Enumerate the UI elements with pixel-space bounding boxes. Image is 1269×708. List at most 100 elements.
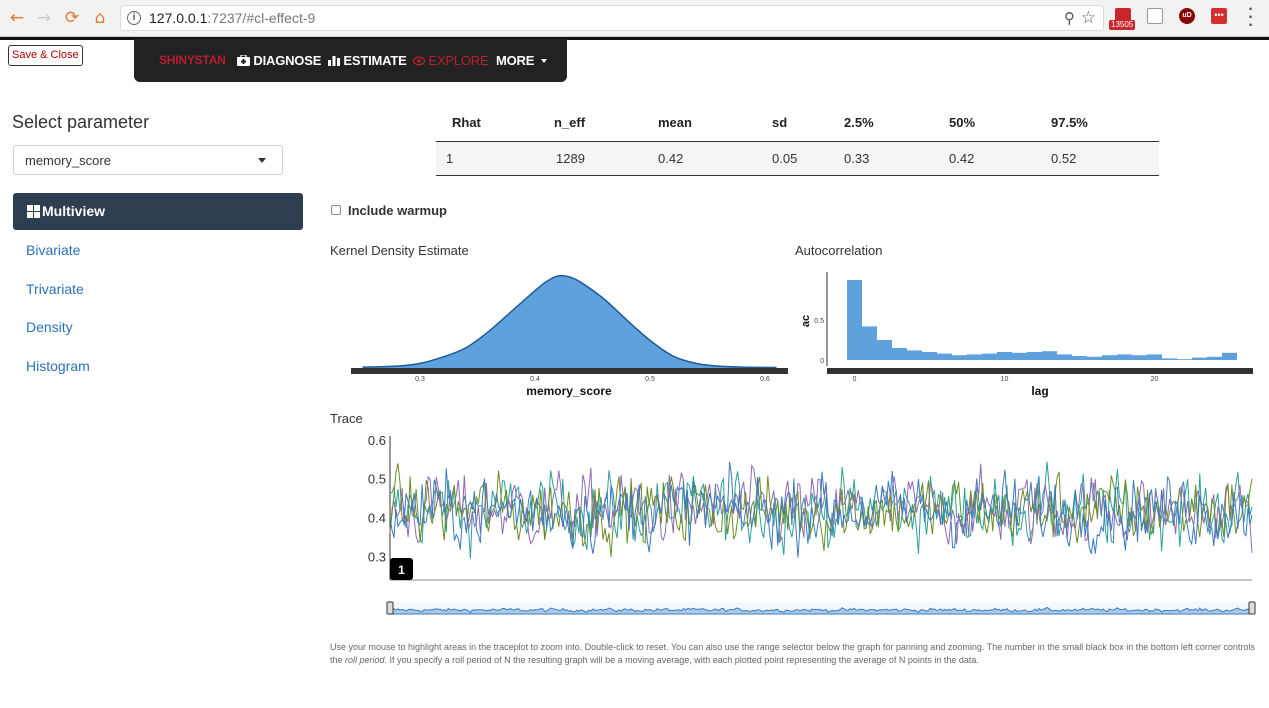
- table-header: n_eff: [554, 105, 658, 142]
- save-close-button[interactable]: Save & Close: [8, 45, 83, 66]
- table-header: 2.5%: [844, 105, 949, 142]
- sidebar-item-trivariate[interactable]: Trivariate: [26, 281, 84, 297]
- mail-count-badge: 13505: [1109, 20, 1136, 30]
- reload-icon[interactable]: ⟳: [64, 8, 80, 28]
- roll-period-value: 1: [398, 563, 405, 577]
- density-x-tick: 0.3: [415, 376, 425, 383]
- ublock-extension-icon[interactable]: uD: [1179, 8, 1195, 24]
- acf-bar: [1117, 354, 1132, 360]
- sidebar-item-label: Multiview: [42, 203, 106, 219]
- table-cell: 0.42: [658, 141, 772, 176]
- site-info-icon[interactable]: i: [127, 11, 141, 25]
- trace-title: Trace: [330, 411, 363, 426]
- table-header: 97.5%: [1051, 105, 1159, 142]
- url-text: 127.0.0.1:7237/#cl-effect-9: [149, 10, 316, 26]
- select-parameter-heading: Select parameter: [12, 112, 150, 132]
- density-x-tick: 0.5: [645, 376, 655, 383]
- acf-bar: [1177, 359, 1192, 360]
- medkit-icon: [237, 54, 250, 66]
- nav-explore-label: EXPLORE: [428, 53, 489, 68]
- address-bar[interactable]: i 127.0.0.1:7237/#cl-effect-9 ⚲ ☆: [120, 5, 1104, 31]
- density-area: [362, 275, 777, 368]
- nav-diagnose[interactable]: DIAGNOSE: [237, 53, 321, 68]
- lastpass-extension-icon[interactable]: •••: [1211, 8, 1227, 24]
- acf-bar: [1072, 356, 1087, 360]
- acf-y-tick: 0.5: [814, 318, 824, 325]
- table-header: mean: [658, 105, 772, 142]
- nav-estimate-label: ESTIMATE: [343, 53, 407, 68]
- browser-toolbar: ← → ⟳ ⌂ i 127.0.0.1:7237/#cl-effect-9 ⚲ …: [0, 0, 1269, 37]
- acf-bar: [922, 352, 937, 360]
- nav-explore[interactable]: EXPLORE: [412, 53, 489, 68]
- acf-x-axis-bar: [827, 368, 1253, 374]
- bookmark-star-icon[interactable]: ☆: [1080, 8, 1096, 27]
- table-header-row: Rhat n_eff mean sd 2.5% 50% 97.5%: [436, 105, 1159, 142]
- acf-bar: [1147, 354, 1162, 360]
- table-cell: 1289: [554, 141, 658, 176]
- table-header: 50%: [949, 105, 1051, 142]
- back-arrow-icon[interactable]: ←: [9, 8, 25, 28]
- sidebar-item-multiview[interactable]: Multiview: [13, 193, 303, 230]
- acf-title: Autocorrelation: [795, 243, 883, 258]
- density-x-axis-bar: [351, 368, 788, 374]
- roll-period-box[interactable]: [390, 558, 413, 580]
- acf-bar: [862, 326, 877, 360]
- table-cell: 1: [436, 141, 554, 176]
- document-extension-icon[interactable]: [1147, 8, 1163, 24]
- acf-chart[interactable]: 0 10 20 0 0.5 ac lag: [797, 268, 1257, 400]
- sidebar-item-bivariate[interactable]: Bivariate: [26, 242, 81, 258]
- acf-bar: [1102, 355, 1117, 360]
- checkbox[interactable]: [331, 205, 341, 215]
- range-selector-series: [389, 606, 1253, 615]
- density-x-tick: 0.4: [530, 376, 540, 383]
- table-cell: 0.33: [844, 141, 949, 176]
- browser-menu-icon[interactable]: · · ·: [1248, 1, 1254, 34]
- help-text-part2: . If you specify a roll period of N the …: [384, 655, 979, 665]
- trace-y-tick: 0.3: [368, 550, 386, 565]
- sidebar-item-density[interactable]: Density: [26, 319, 73, 335]
- acf-x-label: lag: [1031, 384, 1048, 398]
- density-chart[interactable]: 0.3 0.4 0.5 0.6 memory_score: [345, 268, 793, 400]
- trace-chain-line: [389, 461, 1253, 559]
- acf-y-tick: 0: [820, 358, 824, 365]
- caret-down-icon: [540, 59, 547, 63]
- density-x-tick: 0.6: [760, 376, 770, 383]
- help-text-em: roll period: [345, 655, 385, 665]
- nav-brand[interactable]: SHINYSTAN: [159, 53, 226, 67]
- acf-bar: [847, 280, 862, 360]
- home-icon[interactable]: ⌂: [94, 8, 106, 28]
- acf-bar: [1042, 351, 1057, 360]
- range-handle-right[interactable]: [1248, 601, 1256, 615]
- acf-x-tick: 10: [1001, 376, 1009, 383]
- th-large-icon: [27, 205, 40, 218]
- parameter-select[interactable]: memory_score: [13, 145, 283, 175]
- sidebar-item-histogram[interactable]: Histogram: [26, 358, 90, 374]
- nav-estimate[interactable]: ESTIMATE: [328, 53, 407, 68]
- help-text-part1: Use your mouse to highlight areas in the…: [330, 642, 1255, 665]
- acf-bar: [1207, 356, 1222, 360]
- trace-chain-line: [389, 463, 1253, 558]
- acf-bar: [1192, 357, 1207, 360]
- nav-more[interactable]: MORE: [496, 53, 547, 68]
- parameter-select-value: memory_score: [25, 153, 111, 168]
- acf-bar: [1027, 352, 1042, 360]
- header-strip: [0, 37, 1269, 40]
- table-cell: 0.52: [1051, 141, 1159, 176]
- table-cell: 0.05: [772, 141, 844, 176]
- eye-icon: [412, 56, 426, 66]
- acf-x-tick: 0: [853, 376, 857, 383]
- density-x-label: memory_score: [526, 384, 612, 398]
- trace-y-tick: 0.6: [368, 433, 386, 448]
- acf-bar: [1162, 358, 1177, 360]
- acf-bar: [1222, 352, 1237, 360]
- acf-bar: [982, 353, 997, 360]
- acf-bar: [1057, 354, 1072, 360]
- table-cell: 0.42: [949, 141, 1051, 176]
- range-handle-left[interactable]: [386, 601, 394, 615]
- forward-arrow-icon[interactable]: →: [36, 8, 52, 28]
- zoom-icon[interactable]: ⚲: [1064, 10, 1075, 27]
- summary-stats-table: Rhat n_eff mean sd 2.5% 50% 97.5% 1 1289…: [436, 105, 1159, 176]
- table-row: 1 1289 0.42 0.05 0.33 0.42 0.52: [436, 141, 1159, 176]
- top-navbar: SHINYSTAN DIAGNOSE ESTIMATE EXPLORE MORE: [134, 39, 567, 82]
- trace-chart[interactable]: 0.6 0.5 0.4 0.3 1: [330, 430, 1260, 620]
